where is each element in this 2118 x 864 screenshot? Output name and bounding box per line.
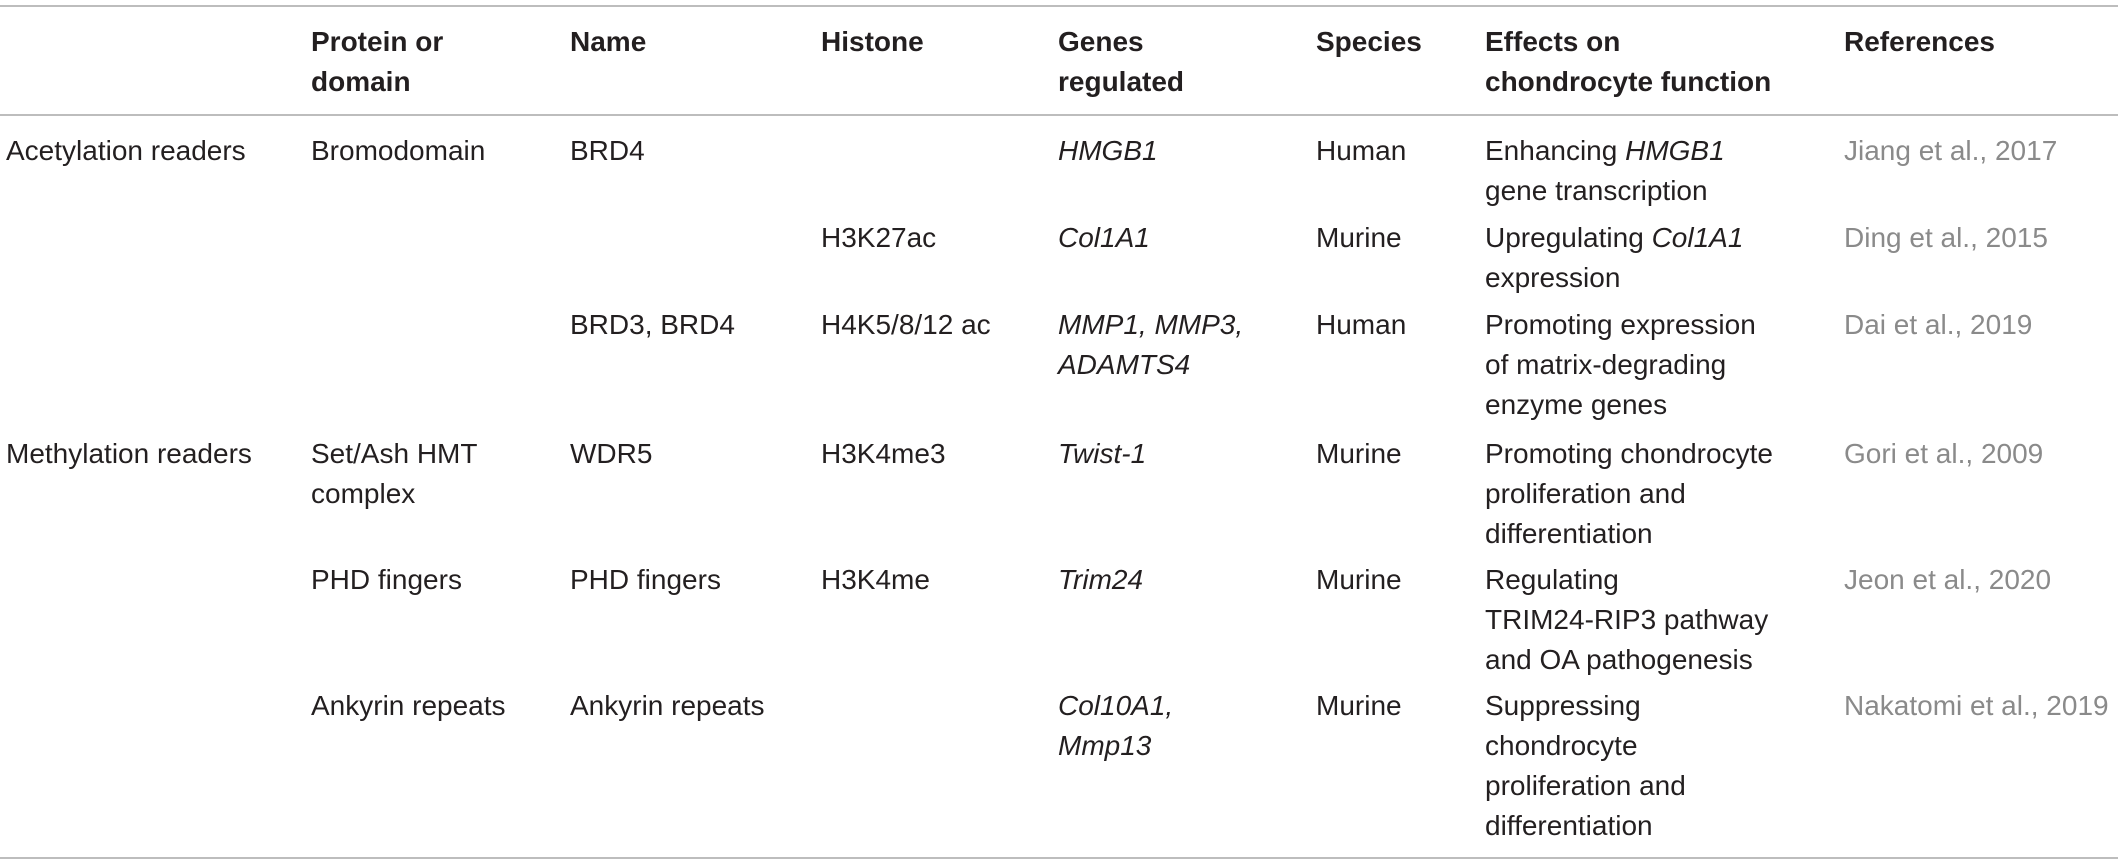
- cell-effects: Enhancing HMGB1 gene transcription: [1485, 135, 1725, 206]
- cell-protein: Set/Ash HMT complex: [311, 438, 478, 509]
- cell-protein: PHD fingers: [311, 564, 462, 595]
- cell-effects: Regulating TRIM24-RIP3 pathway and OA pa…: [1485, 564, 1769, 675]
- table-top-rule: [0, 5, 2118, 7]
- cell-genes: Trim24: [1058, 564, 1144, 595]
- cell-genes: HMGB1: [1058, 135, 1158, 166]
- cell-genes: Col1A1: [1058, 222, 1150, 253]
- cell-effects: Promoting chondrocyte proliferation and …: [1485, 438, 1773, 549]
- header-name: Name: [570, 26, 647, 57]
- cell-genes: Twist-1: [1058, 438, 1147, 469]
- cell-histone: H3K4me3: [821, 438, 946, 469]
- cell-effects: Upregulating Col1A1 expression: [1485, 222, 1744, 293]
- cell-name: Ankyrin repeats: [570, 690, 765, 721]
- cell-reference: Ding et al., 2015: [1844, 222, 2048, 253]
- header-references: References: [1844, 26, 1995, 57]
- cell-species: Human: [1316, 309, 1407, 340]
- table-bottom-rule: [0, 857, 2118, 859]
- cell-name: WDR5: [570, 438, 653, 469]
- cell-name: BRD4: [570, 135, 645, 166]
- cell-name: BRD3, BRD4: [570, 309, 735, 340]
- cell-histone: H4K5/8/12 ac: [821, 309, 991, 340]
- cell-species: Murine: [1316, 690, 1402, 721]
- header-histone: Histone: [821, 26, 924, 57]
- cell-protein: Bromodomain: [311, 135, 486, 166]
- header-effects: Effects on chondrocyte function: [1485, 26, 1772, 97]
- header-rule: [0, 114, 2118, 116]
- cell-genes: MMP1, MMP3, ADAMTS4: [1058, 309, 1244, 380]
- header-species: Species: [1316, 26, 1422, 57]
- cell-histone: H3K4me: [821, 564, 930, 595]
- cell-species: Murine: [1316, 438, 1402, 469]
- cell-effects: Suppressing chondrocyte proliferation an…: [1485, 690, 1686, 841]
- cell-reference: Dai et al., 2019: [1844, 309, 2033, 340]
- cell-reference: Gori et al., 2009: [1844, 438, 2044, 469]
- cell-genes: Col10A1, Mmp13: [1058, 690, 1174, 761]
- cell-effects: Promoting expression of matrix-degrading…: [1485, 309, 1756, 420]
- cell-species: Murine: [1316, 222, 1402, 253]
- cell-histone: H3K27ac: [821, 222, 937, 253]
- cell-reference: Jiang et al., 2017: [1844, 135, 2058, 166]
- header-genes: Genes regulated: [1058, 26, 1185, 97]
- cell-category: Acetylation readers: [6, 135, 246, 166]
- cell-species: Human: [1316, 135, 1407, 166]
- cell-reference: Nakatomi et al., 2019: [1844, 690, 2109, 721]
- cell-protein: Ankyrin repeats: [311, 690, 506, 721]
- cell-species: Murine: [1316, 564, 1402, 595]
- header-protein: Protein or domain: [311, 26, 444, 97]
- cell-category: Methylation readers: [6, 438, 252, 469]
- cell-reference: Jeon et al., 2020: [1844, 564, 2052, 595]
- cell-name: PHD fingers: [570, 564, 721, 595]
